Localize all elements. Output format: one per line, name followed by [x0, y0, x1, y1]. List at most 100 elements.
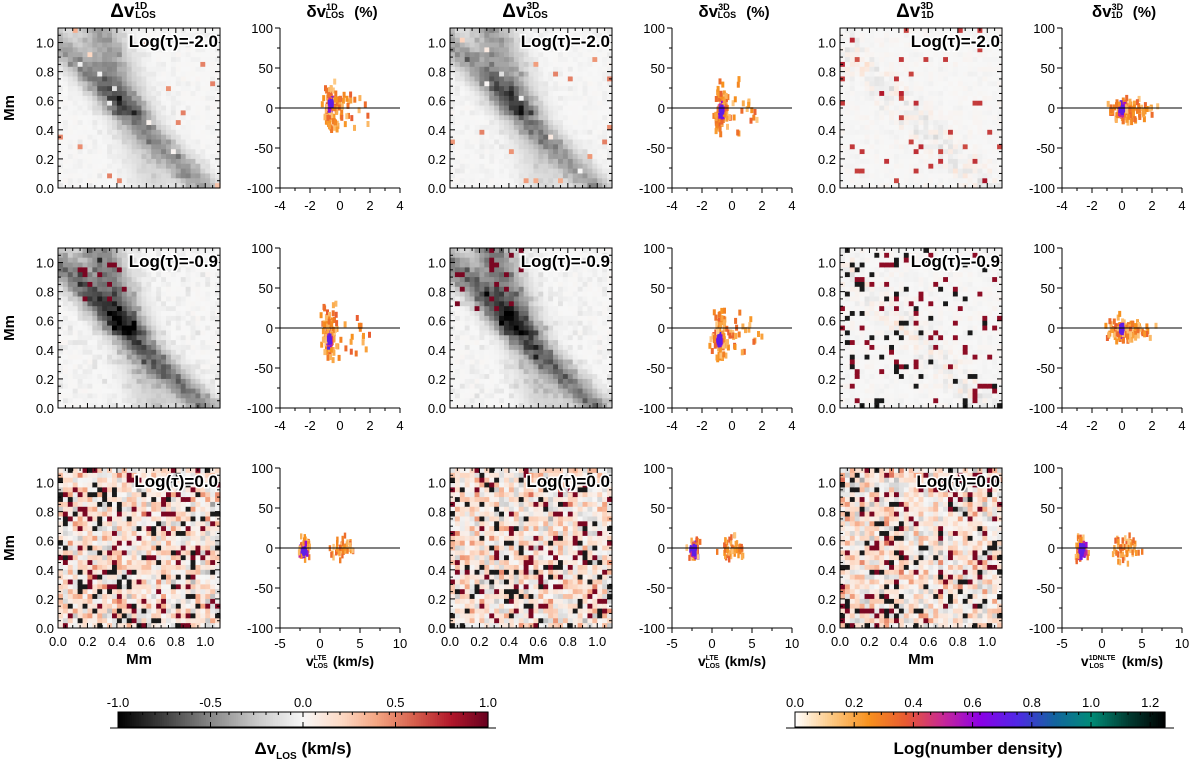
map-cell — [161, 257, 167, 264]
map-cell — [543, 173, 549, 179]
map-cell — [562, 183, 569, 189]
map-cell — [864, 52, 871, 58]
map-cell — [170, 115, 177, 121]
map-cell — [992, 134, 998, 141]
map-cell — [175, 71, 182, 78]
map-cell — [146, 262, 152, 268]
map-cell — [889, 120, 895, 126]
map-cell — [454, 277, 461, 283]
map-cell — [874, 129, 880, 136]
map-cell — [967, 37, 974, 44]
map-cell — [508, 91, 515, 97]
map-cell — [513, 42, 520, 48]
map-cell — [156, 28, 162, 34]
map-cell — [116, 325, 123, 332]
map-cell — [582, 91, 589, 97]
map-cell — [854, 134, 861, 141]
map-cell — [87, 325, 93, 332]
map-cell — [156, 306, 162, 312]
map-cell — [528, 71, 535, 78]
map-cell — [62, 374, 69, 380]
map-cell — [533, 86, 539, 92]
map-cell — [146, 134, 152, 141]
map-cell — [166, 47, 172, 53]
map-cell — [185, 383, 192, 390]
map-cell — [567, 61, 574, 68]
map-cell — [459, 173, 466, 179]
map-cell — [141, 306, 147, 312]
map-cell — [62, 286, 69, 293]
map-cell — [459, 154, 466, 160]
map-cell — [962, 81, 969, 87]
map-cell — [107, 32, 113, 39]
map-cell — [112, 134, 118, 141]
map-cell — [913, 91, 920, 97]
map-cell — [102, 248, 108, 254]
map-cell — [602, 158, 608, 165]
map-cell — [562, 81, 569, 87]
map-cell — [87, 91, 93, 97]
map-cell — [484, 120, 490, 126]
map-cell — [200, 158, 206, 165]
map-cell — [136, 340, 143, 346]
map-cell — [156, 369, 162, 375]
map-cell — [854, 71, 861, 78]
map-cell — [200, 272, 206, 278]
map-cell — [146, 86, 152, 92]
map-cell — [215, 248, 221, 254]
map-cell — [948, 154, 954, 160]
map-cell — [131, 277, 138, 283]
map-cell — [592, 91, 598, 97]
map-cell — [180, 178, 187, 184]
map-cell — [92, 281, 98, 288]
map-cell — [972, 124, 979, 131]
map-cell — [459, 398, 466, 404]
map-cell — [170, 86, 177, 92]
map-cell — [185, 168, 192, 175]
map-cell — [553, 61, 559, 68]
map-cell — [450, 66, 456, 73]
map-cell — [913, 86, 920, 92]
map-cell — [869, 158, 875, 165]
map-cell — [205, 139, 211, 145]
map-cell — [175, 183, 182, 189]
map-cell — [107, 37, 113, 44]
map-cell — [141, 349, 147, 356]
map-cell — [195, 354, 201, 361]
map-cell — [190, 76, 197, 82]
map-cell — [112, 28, 118, 34]
map-cell — [205, 383, 211, 390]
map-cell — [72, 120, 79, 126]
map-cell — [156, 37, 162, 44]
map-cell — [141, 277, 147, 283]
map-cell — [538, 178, 544, 184]
map-cell — [77, 134, 84, 141]
map-cell — [112, 286, 118, 293]
map-cell — [548, 91, 554, 97]
map-cell — [474, 71, 481, 78]
map-cell — [894, 81, 900, 87]
map-cell — [141, 383, 147, 390]
map-cell — [844, 81, 851, 87]
map-cell — [523, 57, 530, 63]
map-cell — [518, 86, 525, 92]
map-cell — [131, 257, 138, 264]
map-cell — [597, 115, 603, 121]
map-cell — [992, 81, 998, 87]
map-cell — [957, 178, 964, 184]
map-cell — [952, 52, 959, 58]
map-cell — [102, 81, 108, 87]
map-cell — [538, 154, 544, 160]
map-cell — [884, 120, 890, 126]
map-cell — [116, 344, 123, 351]
map-cell — [948, 32, 954, 39]
map-cell — [972, 57, 979, 63]
map-cell — [879, 115, 885, 121]
map-cell — [175, 325, 182, 332]
map-cell — [97, 57, 103, 63]
map-cell — [489, 163, 495, 170]
map-cell — [121, 52, 128, 58]
map-cell — [459, 311, 466, 317]
map-cell — [67, 383, 74, 390]
map-cell — [141, 272, 147, 278]
